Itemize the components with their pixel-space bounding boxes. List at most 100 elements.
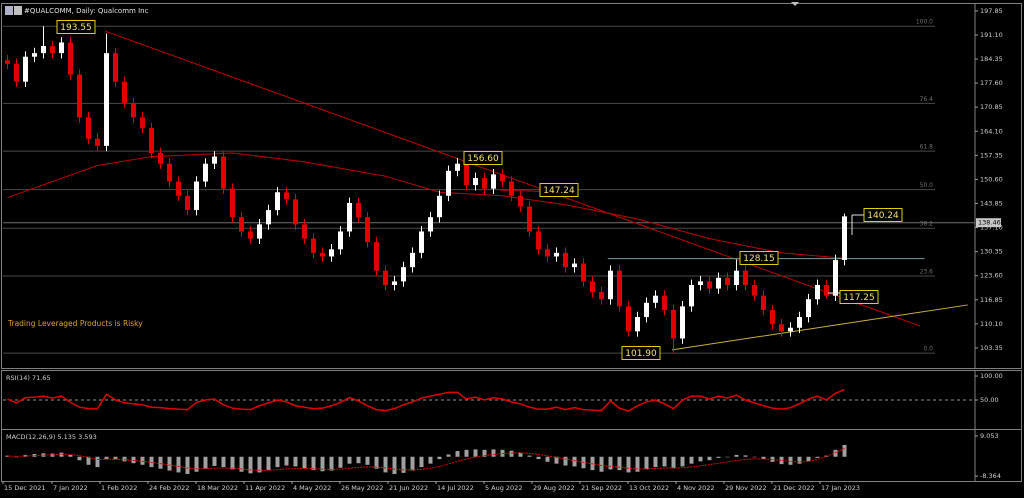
- macd-bar: [752, 456, 757, 458]
- macd-bar: [725, 456, 730, 458]
- trend-line: [671, 304, 968, 351]
- macd-bar: [275, 456, 280, 468]
- macd-bar: [464, 449, 469, 457]
- x-tick-label: 15 Dec 2021: [4, 484, 46, 492]
- macd-bar: [401, 456, 406, 473]
- macd-title: MACD(12,26,9) 5.135 3.593: [6, 433, 97, 441]
- y-tick-label: 9.053: [980, 432, 999, 440]
- candle-body: [140, 117, 145, 129]
- candle-body: [842, 216, 847, 261]
- candle-body: [653, 295, 658, 303]
- signal-line: [7, 448, 845, 471]
- macd-bar: [95, 456, 100, 468]
- macd-bar: [86, 456, 91, 465]
- macd-bar: [158, 456, 163, 469]
- panel-frame: [1, 3, 1022, 369]
- x-tick-label: 18 Mar 2022: [197, 484, 238, 492]
- x-tick-label: 4 Nov 2022: [677, 484, 715, 492]
- macd-bar: [428, 456, 433, 464]
- x-tick-label: 7 Jan 2022: [53, 484, 88, 492]
- candle-body: [788, 327, 793, 332]
- macd-bar: [212, 456, 217, 466]
- candle-body: [734, 270, 739, 285]
- y-tick-label: 50.00: [980, 396, 999, 404]
- x-tick-label: 21 Sep 2022: [581, 484, 622, 492]
- candle-body: [698, 281, 703, 285]
- y-tick-label: 150.60: [980, 175, 1003, 183]
- macd-bar: [257, 456, 262, 473]
- macd-bar: [473, 449, 478, 457]
- candle-body: [680, 306, 685, 339]
- x-tick-label: 4 May 2022: [293, 484, 331, 492]
- annotation-box: [539, 183, 579, 197]
- macd-bar: [293, 456, 298, 467]
- icon: [5, 6, 13, 15]
- macd-bar: [716, 456, 721, 458]
- annotation-box: [56, 20, 96, 34]
- candle-body: [104, 53, 109, 146]
- macd-bar: [302, 456, 307, 469]
- candle-body: [572, 263, 577, 268]
- x-tick-label: 1 Feb 2022: [101, 484, 137, 492]
- fib-label: 76.4: [920, 96, 934, 103]
- candle-body: [320, 252, 325, 257]
- x-tick-label: 24 Feb 2022: [149, 484, 189, 492]
- candle-body: [311, 238, 316, 253]
- macd-bar: [311, 456, 316, 471]
- candle-body: [428, 217, 433, 232]
- candle-body: [689, 284, 694, 307]
- macd-bar: [563, 456, 568, 466]
- last-price-box: [976, 218, 1001, 228]
- y-tick-label: 184.35: [980, 55, 1003, 63]
- macd-bar: [626, 456, 631, 473]
- candle-body: [806, 299, 811, 318]
- macd-bar: [329, 456, 334, 471]
- y-tick-label: 130.35: [980, 248, 1003, 256]
- candle-body: [212, 156, 217, 164]
- y-tick-label: -8.364: [980, 472, 1001, 480]
- candle-body: [401, 267, 406, 282]
- candle-body: [761, 295, 766, 310]
- macd-bar: [113, 456, 118, 460]
- candle-body: [347, 202, 352, 232]
- macd-bar: [347, 456, 352, 464]
- candle-body: [176, 181, 181, 196]
- candle-body: [437, 195, 442, 218]
- candle-body: [149, 128, 154, 154]
- candle-body: [725, 277, 730, 285]
- y-tick-label: 197.85: [980, 7, 1003, 15]
- candle-body: [338, 231, 343, 250]
- candle-body: [167, 163, 172, 182]
- macd-bar: [608, 456, 613, 470]
- x-tick-label: 26 May 2022: [341, 484, 383, 492]
- candle-body: [536, 231, 541, 250]
- candle-body: [599, 292, 604, 300]
- macd-bar: [671, 456, 676, 469]
- macd-bar: [779, 456, 784, 465]
- macd-bar: [419, 456, 424, 468]
- macd-bar: [77, 456, 82, 461]
- fib-label: 38.2: [920, 221, 934, 228]
- x-tick-label: 14 Jul 2022: [437, 484, 474, 492]
- macd-bar: [374, 456, 379, 469]
- macd-bar: [410, 456, 415, 471]
- candle-body: [464, 163, 469, 186]
- y-tick-label: 137.10: [980, 224, 1003, 232]
- macd-bar: [680, 456, 685, 467]
- macd-bar: [833, 449, 838, 457]
- candle-body: [239, 217, 244, 232]
- macd-bar: [842, 444, 847, 457]
- macd-bar: [149, 456, 154, 468]
- macd-bar: [734, 454, 739, 457]
- y-tick-label: 157.35: [980, 151, 1003, 159]
- candle-body: [743, 270, 748, 285]
- candle-body: [203, 163, 208, 182]
- candle-body: [815, 284, 820, 300]
- candle-body: [779, 324, 784, 332]
- x-tick-label: 21 Jun 2022: [389, 484, 428, 492]
- candle-body: [194, 181, 199, 211]
- icon: [14, 6, 22, 15]
- macd-bar: [653, 456, 658, 468]
- fib-label: 61.8: [920, 144, 934, 151]
